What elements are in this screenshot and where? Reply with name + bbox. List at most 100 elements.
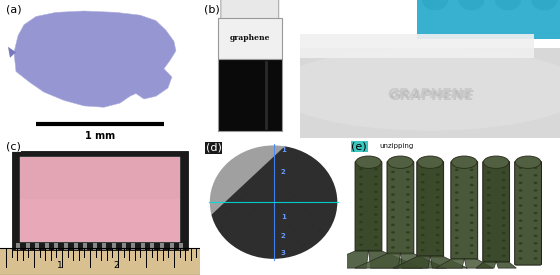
Polygon shape [247, 138, 408, 275]
Circle shape [455, 236, 459, 239]
Bar [160, 243, 164, 250]
Circle shape [391, 216, 395, 218]
Polygon shape [297, 138, 458, 275]
Circle shape [391, 193, 395, 196]
Circle shape [502, 186, 506, 189]
Circle shape [502, 255, 506, 257]
Circle shape [374, 206, 378, 208]
FancyBboxPatch shape [221, 0, 279, 21]
Polygon shape [347, 138, 508, 275]
Ellipse shape [388, 156, 413, 168]
Text: 1: 1 [281, 214, 286, 220]
Circle shape [406, 239, 410, 241]
Circle shape [502, 247, 506, 249]
Circle shape [406, 201, 410, 204]
FancyBboxPatch shape [417, 161, 444, 257]
Circle shape [455, 222, 459, 224]
Circle shape [534, 204, 538, 207]
Circle shape [421, 173, 424, 176]
Polygon shape [393, 256, 430, 268]
Polygon shape [184, 138, 345, 275]
Circle shape [519, 212, 522, 214]
Circle shape [359, 168, 363, 170]
Polygon shape [310, 138, 470, 275]
Circle shape [359, 198, 363, 201]
Bar [102, 243, 106, 250]
Circle shape [421, 189, 424, 191]
Circle shape [487, 217, 491, 219]
Circle shape [391, 208, 395, 211]
Bar [64, 243, 68, 250]
Circle shape [391, 246, 395, 249]
Circle shape [359, 175, 363, 178]
Circle shape [470, 236, 474, 239]
Circle shape [436, 181, 440, 183]
Circle shape [359, 206, 363, 208]
Circle shape [421, 241, 424, 244]
Text: unzipping: unzipping [379, 143, 413, 149]
Circle shape [487, 186, 491, 189]
Circle shape [534, 250, 538, 252]
Circle shape [487, 224, 491, 227]
Circle shape [487, 209, 491, 212]
Circle shape [470, 184, 474, 186]
Circle shape [374, 198, 378, 201]
Polygon shape [360, 138, 520, 275]
Polygon shape [222, 138, 382, 275]
Text: 3: 3 [281, 250, 286, 256]
Circle shape [502, 171, 506, 174]
Circle shape [455, 199, 459, 201]
Bar [12, 151, 188, 250]
Polygon shape [260, 138, 420, 275]
Circle shape [436, 219, 440, 221]
Polygon shape [335, 138, 495, 275]
Polygon shape [476, 261, 496, 268]
Circle shape [534, 235, 538, 237]
Bar [26, 243, 30, 250]
Polygon shape [430, 256, 468, 268]
Circle shape [470, 199, 474, 201]
Polygon shape [464, 258, 493, 268]
Polygon shape [496, 261, 516, 268]
Text: 4μm: 4μm [212, 262, 229, 271]
Circle shape [455, 229, 459, 232]
Circle shape [436, 234, 440, 236]
Text: GRAPHENE: GRAPHENE [387, 87, 473, 100]
Bar [0, 248, 200, 275]
Circle shape [436, 241, 440, 244]
Ellipse shape [531, 0, 557, 10]
Polygon shape [300, 34, 534, 58]
Circle shape [391, 186, 395, 188]
Text: 2: 2 [281, 169, 286, 175]
Circle shape [455, 191, 459, 194]
Circle shape [406, 224, 410, 226]
Text: 2: 2 [281, 233, 286, 240]
FancyBboxPatch shape [483, 161, 510, 262]
Polygon shape [8, 47, 16, 58]
Circle shape [470, 244, 474, 247]
Bar [170, 243, 174, 250]
Polygon shape [172, 138, 333, 275]
Circle shape [470, 191, 474, 194]
Text: E=5.2eV: E=5.2eV [302, 262, 335, 271]
Circle shape [406, 208, 410, 211]
Ellipse shape [451, 156, 477, 168]
FancyBboxPatch shape [451, 161, 478, 260]
Circle shape [374, 213, 378, 216]
Polygon shape [160, 138, 320, 275]
Circle shape [534, 257, 538, 260]
Circle shape [470, 229, 474, 232]
Circle shape [421, 204, 424, 206]
Circle shape [519, 227, 522, 229]
Circle shape [470, 222, 474, 224]
Circle shape [487, 171, 491, 174]
Text: 2: 2 [113, 260, 119, 270]
Polygon shape [400, 253, 446, 268]
Circle shape [502, 217, 506, 219]
Circle shape [359, 236, 363, 238]
Circle shape [519, 197, 522, 199]
Circle shape [519, 250, 522, 252]
Text: (c): (c) [6, 142, 21, 152]
Circle shape [359, 191, 363, 193]
Circle shape [391, 201, 395, 204]
